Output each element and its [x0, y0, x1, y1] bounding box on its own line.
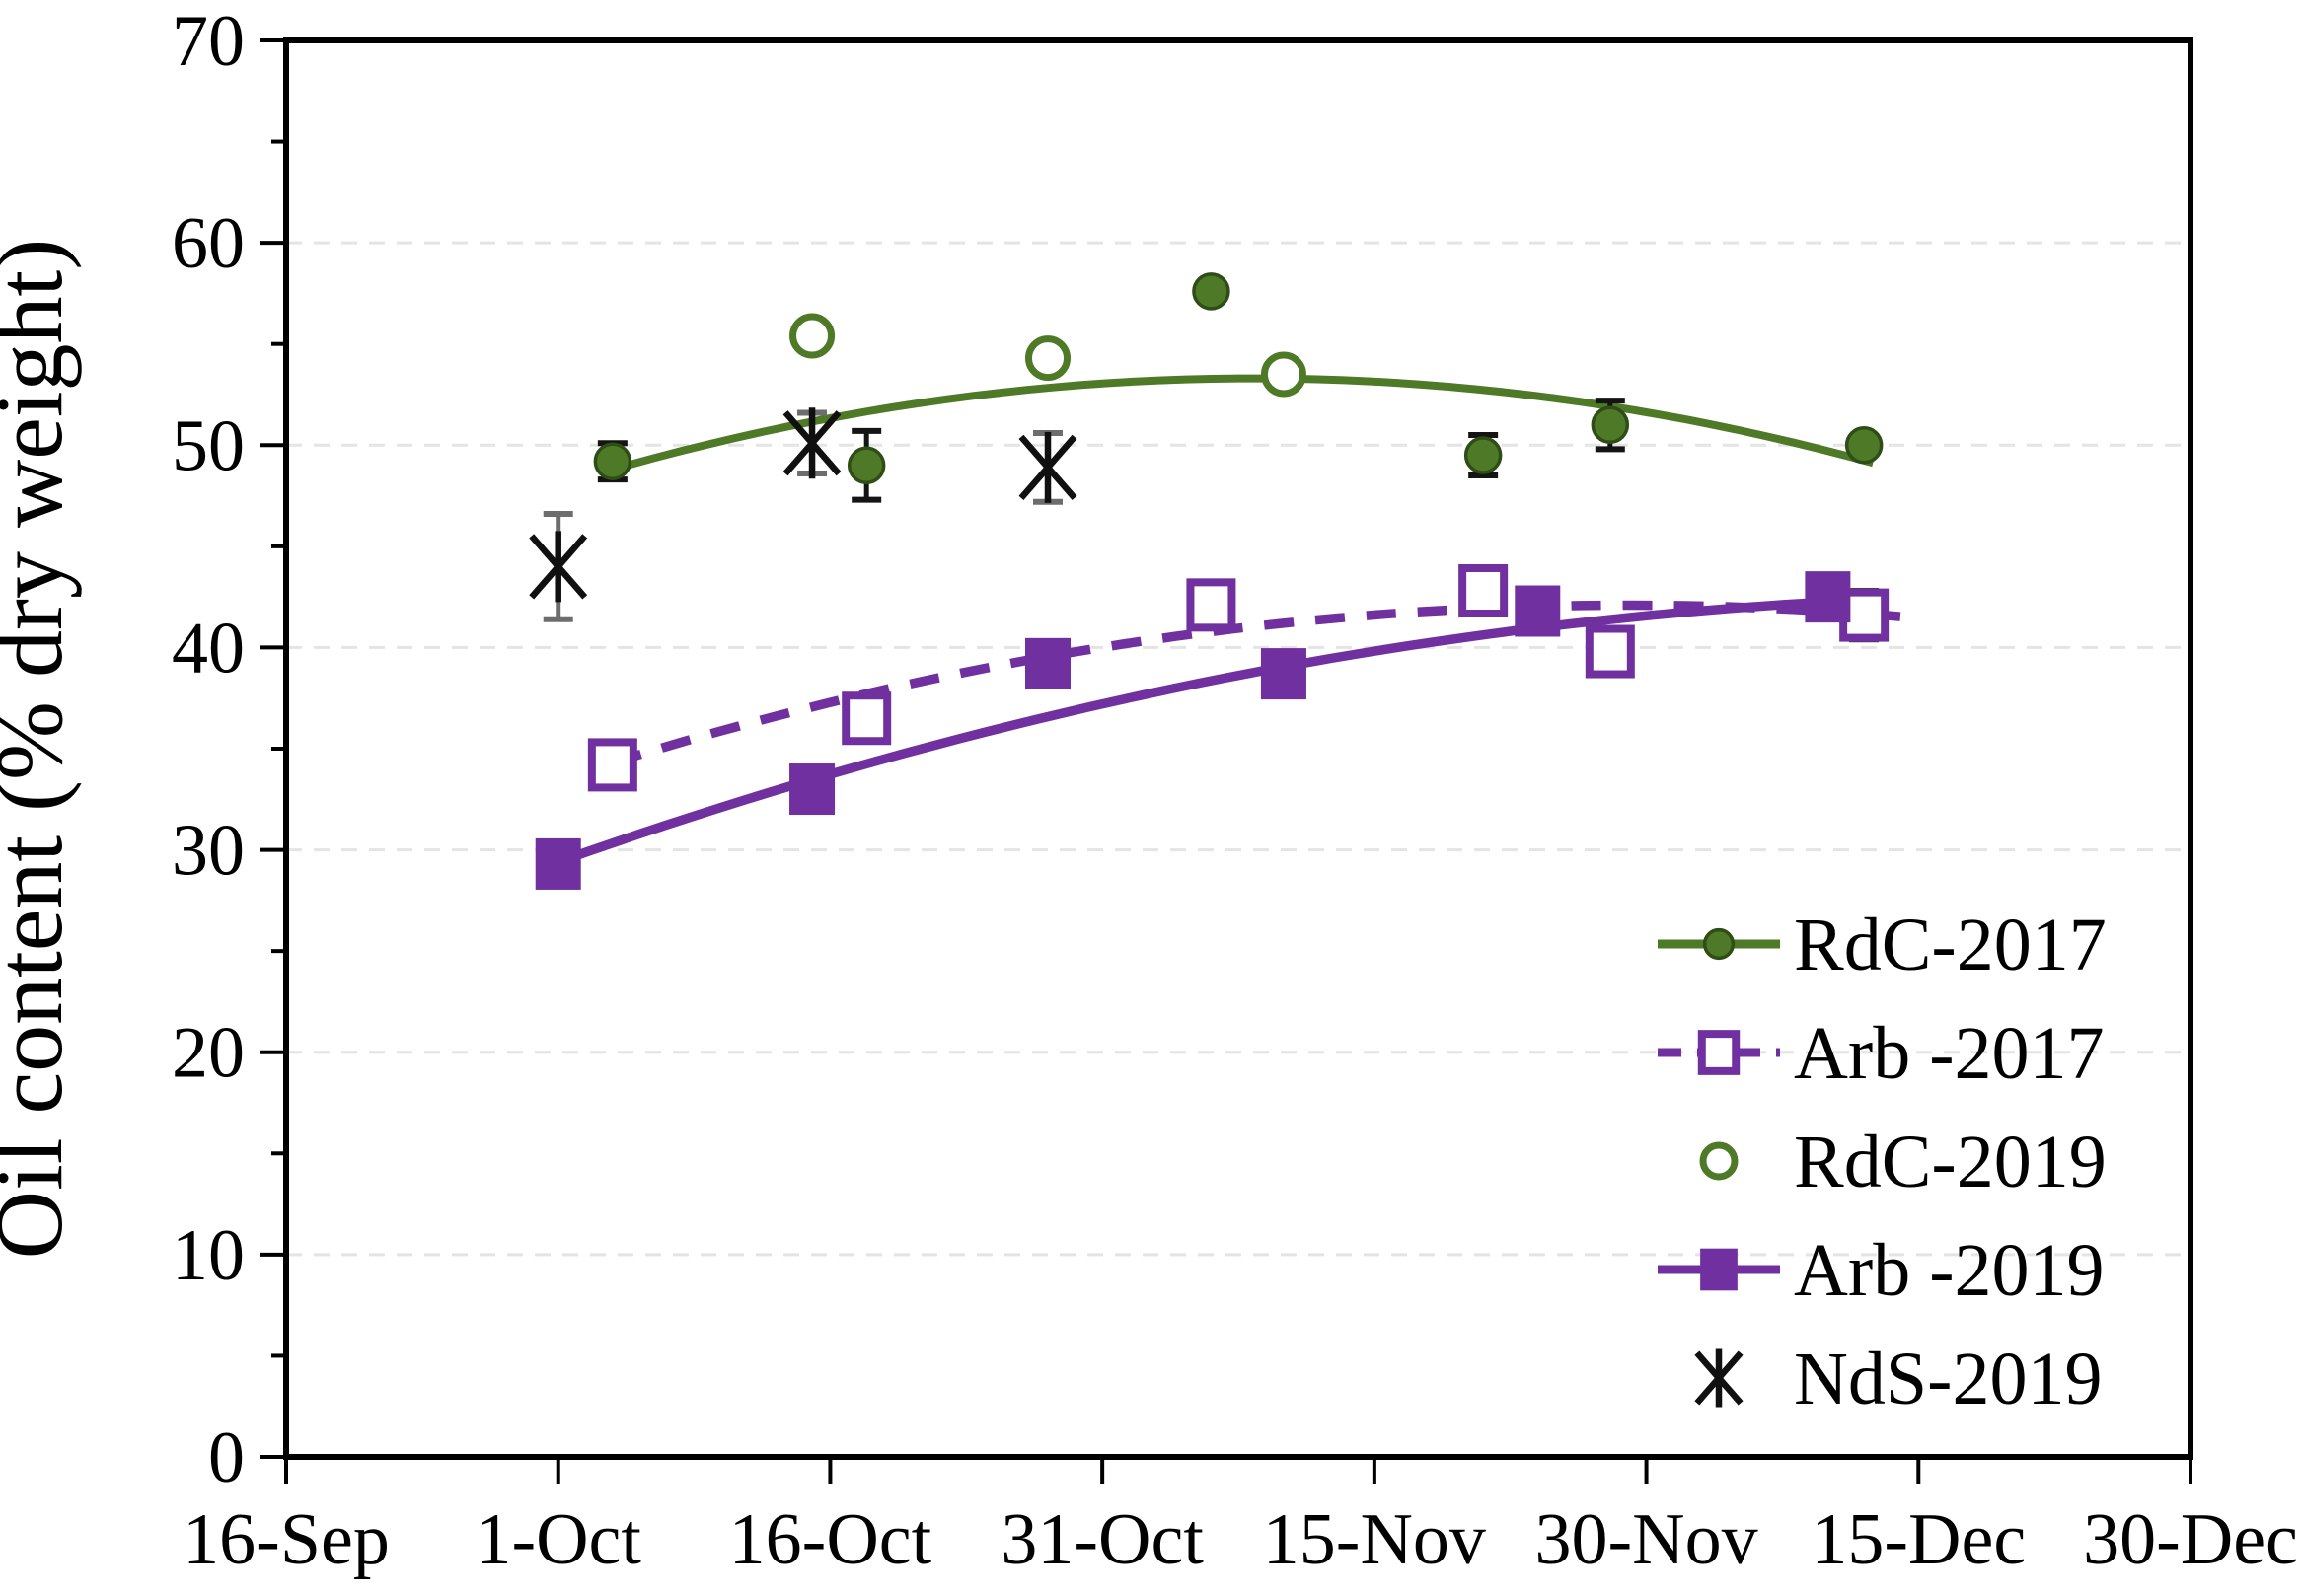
- data-point-15-Oct: [789, 313, 836, 359]
- data-point-21-Nov: [1458, 563, 1509, 617]
- y-tick-label-50: 50: [172, 405, 245, 486]
- marker-filled-square: [1700, 1248, 1738, 1291]
- data-point-1-Oct: [535, 837, 581, 890]
- x-tick-label-30-Dec: 30-Dec: [2083, 1499, 2298, 1580]
- marker-filled-square: [1515, 585, 1561, 637]
- y-tick-label-30: 30: [172, 811, 245, 892]
- marker-filled-circle: [847, 446, 886, 485]
- y-tick-label-40: 40: [172, 608, 245, 689]
- legend-label: RdC-2017: [1794, 904, 2107, 986]
- data-point-28-Oct: [1025, 335, 1071, 382]
- marker-filled-square: [1805, 571, 1851, 623]
- data-point-1-Oct: [529, 531, 588, 603]
- marker-filled-circle: [1844, 426, 1884, 465]
- marker-open-circle: [1260, 351, 1306, 398]
- marker-asterisk-icon: [782, 407, 842, 479]
- marker-filled-square: [1260, 648, 1306, 700]
- data-point-18-Oct: [847, 446, 886, 485]
- legend-item-rdc-2017: RdC-2017: [1658, 904, 2107, 986]
- data-point-6-Nov: [1186, 578, 1236, 632]
- y-axis-title: Oil content (% dry weight): [0, 239, 82, 1259]
- data-point-18-Oct: [842, 691, 892, 746]
- x-tick-label-31-Oct: 31-Oct: [1001, 1499, 1204, 1580]
- marker-open-circle: [789, 313, 836, 359]
- marker-open-circle: [1025, 335, 1071, 382]
- marker-filled-circle: [1192, 272, 1230, 311]
- marker-filled-circle: [1591, 405, 1630, 445]
- x-tick-label-16-Oct: 16-Oct: [729, 1499, 932, 1580]
- series-arb-2017: [587, 563, 1890, 792]
- legend-item-arb-2017: Arb -2017: [1658, 1012, 2105, 1095]
- series-rdc-2019: [789, 313, 1306, 398]
- y-tick-label-0: 0: [208, 1417, 245, 1498]
- data-point-6-Nov: [1192, 272, 1230, 311]
- y-tick-label-10: 10: [172, 1215, 245, 1296]
- marker-open-square: [1585, 624, 1635, 679]
- legend: RdC-2017 Arb -2017 RdC-2019 Arb -2019 NdS-20…: [1658, 904, 2107, 1420]
- marker-asterisk-icon: [1018, 431, 1077, 503]
- y-tick-label-70: 70: [172, 1, 245, 82]
- y-tick-label-20: 20: [172, 1013, 245, 1094]
- data-point-28-Oct: [1025, 637, 1071, 689]
- trendline-arb-2019: [557, 596, 1837, 867]
- x-tick-label-15-Nov: 15-Nov: [1263, 1499, 1486, 1580]
- data-point-28-Oct: [1018, 431, 1077, 503]
- trendline-arb-2017: [611, 600, 1901, 767]
- marker-asterisk-icon: [1694, 1348, 1744, 1408]
- marker-asterisk-icon: [529, 531, 588, 603]
- data-point-10-Nov: [1260, 351, 1306, 398]
- legend-item-nds-2019: NdS-2019: [1694, 1338, 2102, 1420]
- legend-item-arb-2019: Arb -2019: [1658, 1229, 2105, 1312]
- data-point-15-Oct: [782, 407, 842, 479]
- data-point-4-Oct: [593, 442, 632, 480]
- legend-item-rdc-2019: RdC-2019: [1699, 1121, 2107, 1203]
- marker-filled-circle: [1702, 927, 1736, 961]
- legend-label: Arb -2019: [1794, 1229, 2105, 1312]
- data-point-10-Dec: [1805, 571, 1851, 623]
- legend-label: RdC-2019: [1794, 1121, 2107, 1203]
- series-arb-2019: [535, 571, 1851, 890]
- axis-ticks: [260, 38, 2192, 1484]
- series-nds-2019: [529, 407, 1077, 603]
- series-rdc-2017: [593, 272, 1884, 485]
- data-point-4-Oct: [587, 738, 637, 792]
- data-point-28-Nov: [1591, 405, 1630, 445]
- marker-open-square: [587, 738, 637, 792]
- marker-open-circle: [1699, 1141, 1739, 1181]
- data-point-21-Nov: [1463, 436, 1503, 474]
- data-point-24-Nov: [1515, 585, 1561, 637]
- marker-open-square: [842, 691, 892, 746]
- data-point-15-Oct: [789, 763, 836, 816]
- marker-filled-square: [1025, 637, 1071, 689]
- legend-label: NdS-2019: [1794, 1338, 2102, 1420]
- legend-label: Arb -2017: [1794, 1012, 2105, 1095]
- x-tick-label-1-Oct: 1-Oct: [475, 1499, 641, 1580]
- marker-filled-circle: [593, 442, 632, 480]
- data-points: [529, 272, 1890, 890]
- marker-filled-square: [535, 837, 581, 890]
- x-tick-label-30-Nov: 30-Nov: [1535, 1499, 1758, 1580]
- y-tick-label-60: 60: [172, 203, 245, 284]
- x-tick-label-15-Dec: 15-Dec: [1811, 1499, 2026, 1580]
- data-point-10-Nov: [1260, 648, 1306, 700]
- marker-filled-square: [789, 763, 836, 816]
- marker-open-square: [1697, 1030, 1741, 1075]
- marker-filled-circle: [1463, 436, 1503, 474]
- data-point-12-Dec: [1844, 426, 1884, 465]
- marker-open-square: [1186, 578, 1236, 632]
- data-point-28-Nov: [1585, 624, 1635, 679]
- x-tick-label-16-Sep: 16-Sep: [183, 1499, 390, 1580]
- axis-tick-labels: 0 10 20 30 40 50 60 70 16-Sep 1-Oct 16-Oct 31-Oct 15…: [172, 1, 2298, 1580]
- marker-open-square: [1458, 563, 1509, 617]
